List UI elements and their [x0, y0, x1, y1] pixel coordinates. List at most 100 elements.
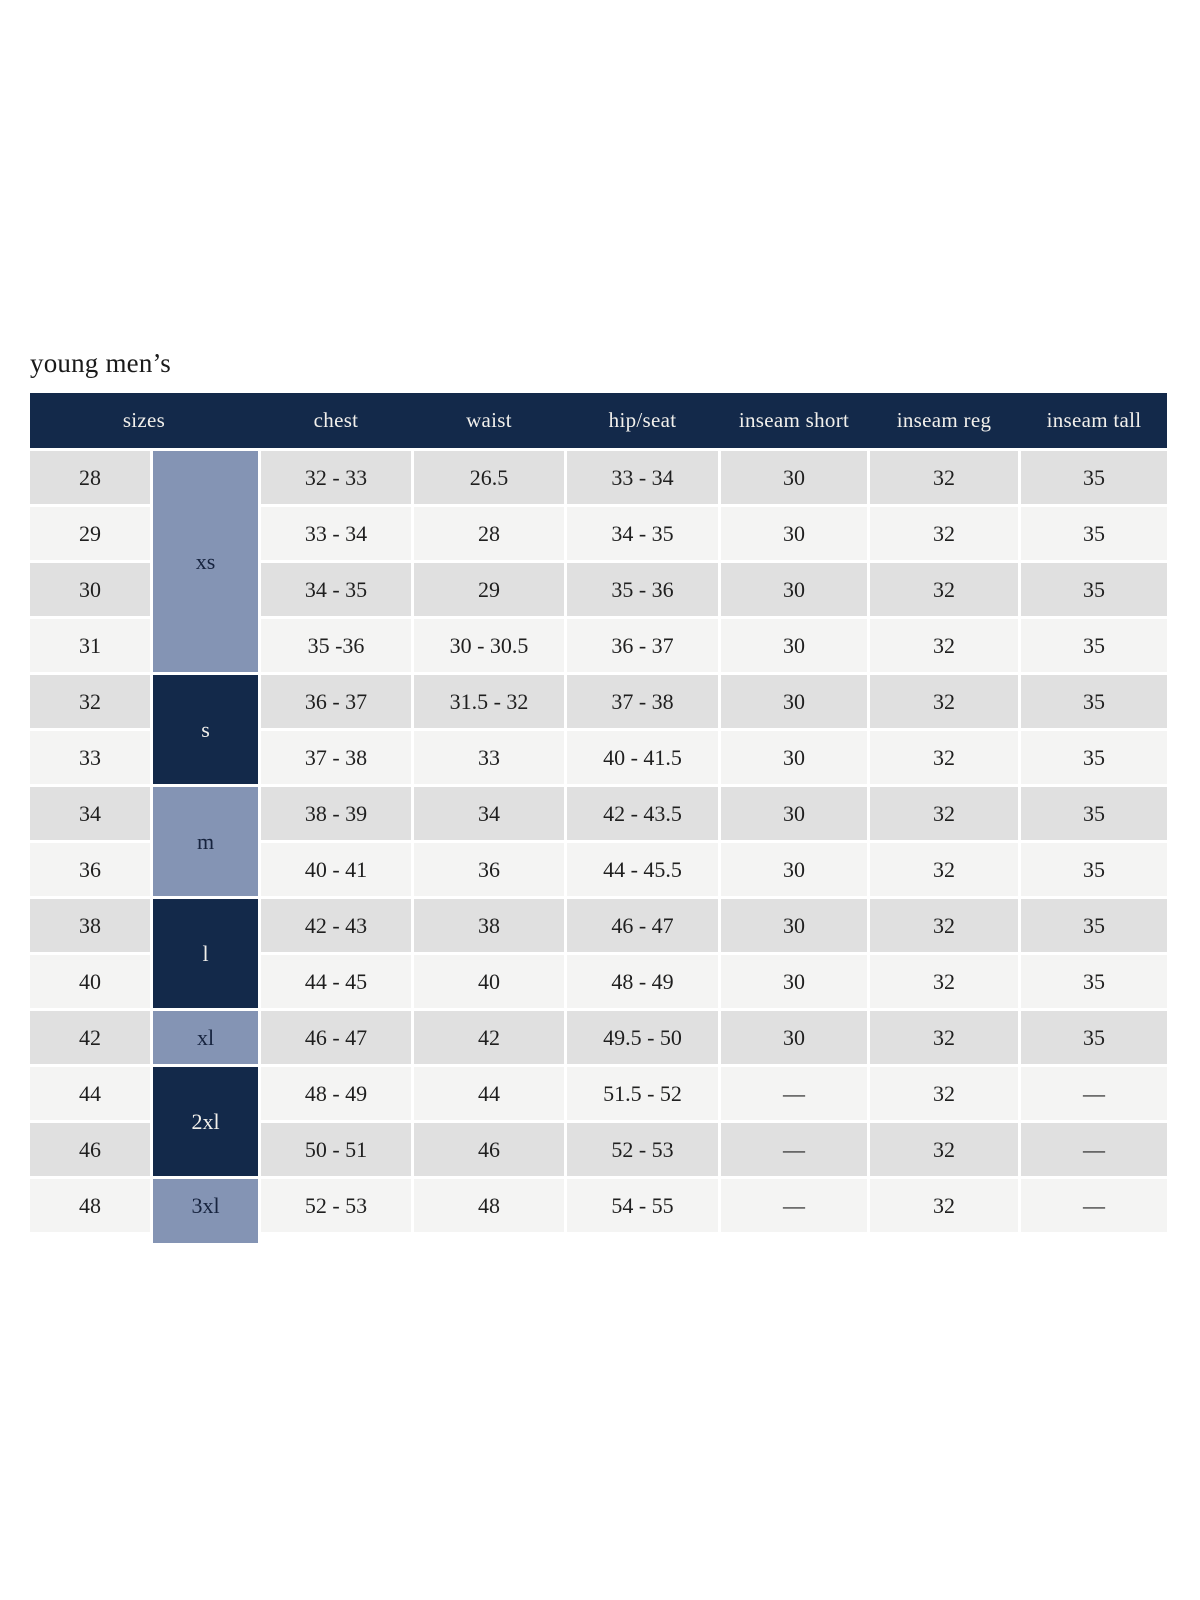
size-group-cell-3xl: 3xl: [153, 1179, 258, 1232]
size-cell: 33: [30, 731, 150, 784]
chest-cell: 52 - 53: [261, 1179, 411, 1232]
inseam-tall-cell: 35: [1021, 731, 1167, 784]
hip-seat-cell: 46 - 47: [567, 899, 718, 952]
inseam-short-cell: 30: [721, 787, 867, 840]
inseam-reg-cell: 32: [870, 675, 1018, 728]
chest-cell: 42 - 43: [261, 899, 411, 952]
hip-seat-cell: 42 - 43.5: [567, 787, 718, 840]
column-header-hip-seat: hip/seat: [608, 408, 677, 432]
column-header-sizes: sizes: [122, 408, 166, 432]
inseam-short-cell: 30: [721, 507, 867, 560]
hip-seat-cell: 52 - 53: [567, 1123, 718, 1176]
waist-cell: 42: [414, 1011, 564, 1064]
inseam-reg-cell: 32: [870, 1067, 1018, 1120]
page-title: young men’s: [30, 348, 171, 378]
size-cell: 29: [30, 507, 150, 560]
inseam-short-cell: 30: [721, 731, 867, 784]
column-header-inseam-short: inseam short: [738, 408, 850, 432]
inseam-short-cell: —: [721, 1179, 867, 1232]
size-cell: 44: [30, 1067, 150, 1120]
inseam-short-cell: 30: [721, 1011, 867, 1064]
inseam-tall-cell: 35: [1021, 619, 1167, 672]
inseam-tall-cell: 35: [1021, 787, 1167, 840]
inseam-tall-cell: 35: [1021, 507, 1167, 560]
chest-cell: 34 - 35: [261, 563, 411, 616]
waist-cell: 26.5: [414, 451, 564, 504]
inseam-short-cell: —: [721, 1067, 867, 1120]
inseam-short-cell: 30: [721, 843, 867, 896]
inseam-tall-cell: 35: [1021, 843, 1167, 896]
hip-seat-cell: 40 - 41.5: [567, 731, 718, 784]
chest-cell: 35 -36: [261, 619, 411, 672]
inseam-reg-cell: 32: [870, 899, 1018, 952]
hip-seat-cell: 44 - 45.5: [567, 843, 718, 896]
inseam-tall-cell: —: [1021, 1179, 1167, 1232]
waist-cell: 46: [414, 1123, 564, 1176]
inseam-short-cell: —: [721, 1123, 867, 1176]
inseam-short-cell: 30: [721, 451, 867, 504]
chest-cell: 38 - 39: [261, 787, 411, 840]
column-header-chest: chest: [313, 408, 359, 432]
hip-seat-cell: 33 - 34: [567, 451, 718, 504]
waist-cell: 28: [414, 507, 564, 560]
size-group-cell-xl: xl: [153, 1011, 258, 1064]
inseam-tall-cell: 35: [1021, 563, 1167, 616]
size-group-cell-l: l: [153, 899, 258, 1008]
chest-cell: 33 - 34: [261, 507, 411, 560]
size-cell: 42: [30, 1011, 150, 1064]
chest-cell: 48 - 49: [261, 1067, 411, 1120]
size-cell: 28: [30, 451, 150, 504]
inseam-reg-cell: 32: [870, 507, 1018, 560]
chest-cell: 44 - 45: [261, 955, 411, 1008]
inseam-reg-cell: 32: [870, 787, 1018, 840]
hip-seat-cell: 37 - 38: [567, 675, 718, 728]
chest-cell: 50 - 51: [261, 1123, 411, 1176]
waist-cell: 44: [414, 1067, 564, 1120]
inseam-tall-cell: —: [1021, 1067, 1167, 1120]
size-group-cell-xs: xs: [153, 451, 258, 672]
waist-cell: 30 - 30.5: [414, 619, 564, 672]
waist-cell: 40: [414, 955, 564, 1008]
column-header-inseam-reg: inseam reg: [896, 408, 992, 432]
size-chart-table: sizes chest waist hip/seat inseam short …: [30, 393, 1167, 1232]
inseam-tall-cell: 35: [1021, 675, 1167, 728]
chest-cell: 37 - 38: [261, 731, 411, 784]
size-group-cell-s: s: [153, 675, 258, 784]
waist-cell: 48: [414, 1179, 564, 1232]
chest-cell: 40 - 41: [261, 843, 411, 896]
size-cell: 38: [30, 899, 150, 952]
chest-cell: 36 - 37: [261, 675, 411, 728]
hip-seat-cell: 49.5 - 50: [567, 1011, 718, 1064]
size-cell: 31: [30, 619, 150, 672]
size-group-cell-m: m: [153, 787, 258, 896]
inseam-short-cell: 30: [721, 899, 867, 952]
inseam-reg-cell: 32: [870, 1179, 1018, 1232]
column-header-inseam-tall: inseam tall: [1046, 408, 1142, 432]
inseam-reg-cell: 32: [870, 563, 1018, 616]
table-header-row: sizes chest waist hip/seat inseam short …: [30, 393, 1167, 448]
inseam-reg-cell: 32: [870, 955, 1018, 1008]
column-header-waist: waist: [466, 408, 512, 432]
hip-seat-cell: 35 - 36: [567, 563, 718, 616]
inseam-reg-cell: 32: [870, 843, 1018, 896]
inseam-tall-cell: 35: [1021, 1011, 1167, 1064]
inseam-short-cell: 30: [721, 955, 867, 1008]
hip-seat-cell: 54 - 55: [567, 1179, 718, 1232]
chest-cell: 46 - 47: [261, 1011, 411, 1064]
chest-cell: 32 - 33: [261, 451, 411, 504]
inseam-reg-cell: 32: [870, 1011, 1018, 1064]
table-body: xs s m l xl 2xl 3xl 28 32 - 33 26.5 33 - 34 30 32 35 2…: [30, 451, 1167, 1232]
size-cell: 30: [30, 563, 150, 616]
waist-cell: 36: [414, 843, 564, 896]
inseam-tall-cell: 35: [1021, 451, 1167, 504]
size-group-cell-2xl: 2xl: [153, 1067, 258, 1176]
inseam-reg-cell: 32: [870, 619, 1018, 672]
inseam-tall-cell: 35: [1021, 955, 1167, 1008]
hip-seat-cell: 36 - 37: [567, 619, 718, 672]
waist-cell: 29: [414, 563, 564, 616]
hip-seat-cell: 51.5 - 52: [567, 1067, 718, 1120]
waist-cell: 31.5 - 32: [414, 675, 564, 728]
size-cell: 40: [30, 955, 150, 1008]
size-cell: 32: [30, 675, 150, 728]
size-cell: 36: [30, 843, 150, 896]
